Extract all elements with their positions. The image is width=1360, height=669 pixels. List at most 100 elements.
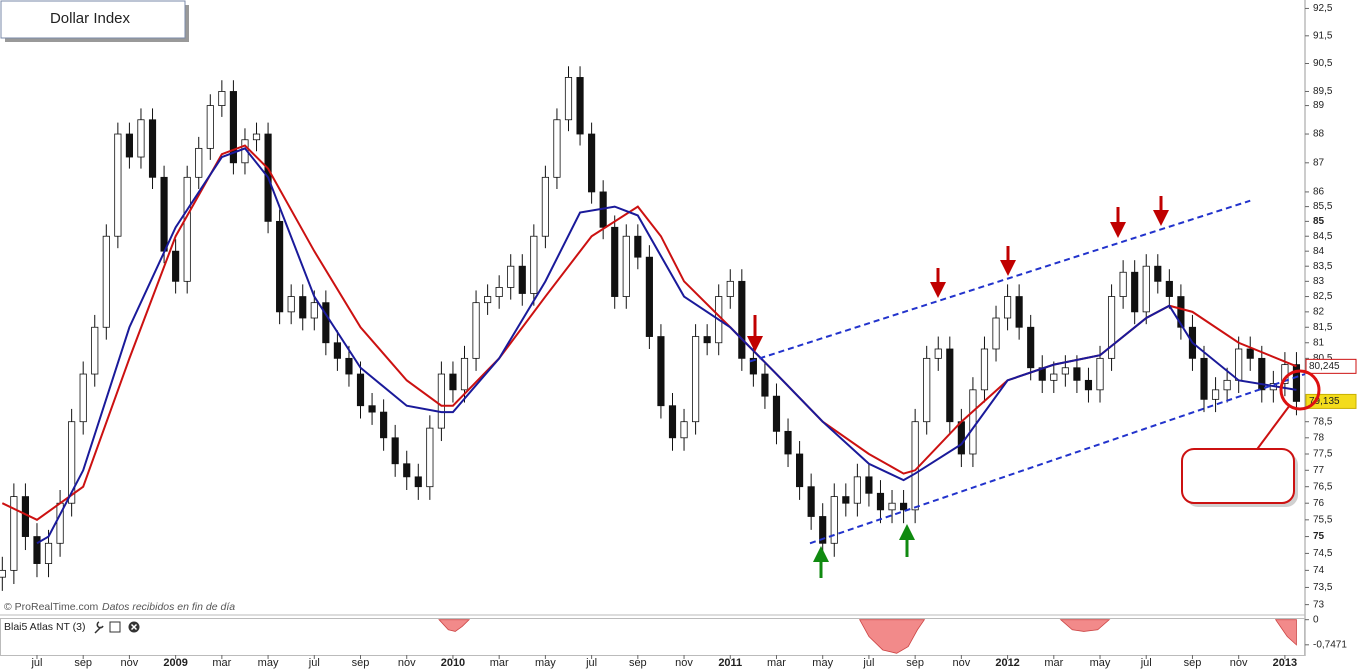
y-tick-label: 83,5	[1313, 261, 1333, 272]
candle-body	[195, 147, 203, 178]
title: Dollar Index	[50, 10, 131, 27]
arrows	[747, 196, 1169, 578]
candle-body	[403, 463, 411, 478]
x-tick-label: mar	[490, 657, 509, 669]
candle-body	[876, 492, 885, 511]
y-tick-label: 77	[1313, 465, 1325, 476]
y-tick-label: 78,5	[1313, 416, 1333, 427]
callout-box	[1181, 448, 1295, 504]
y-tick-label: 75,5	[1313, 514, 1333, 525]
moving-average	[36, 147, 1297, 545]
candle-body	[333, 342, 341, 359]
candle-body	[853, 476, 861, 504]
candle-body	[1292, 364, 1301, 402]
candle-body	[252, 133, 261, 141]
candle-body	[911, 421, 919, 511]
candle-body	[564, 77, 573, 121]
candle-body	[218, 91, 226, 106]
candle-body	[1223, 379, 1231, 391]
candle-body	[1096, 357, 1104, 391]
y-tick-label: 86	[1313, 187, 1325, 198]
candle-body	[44, 542, 53, 564]
candle-body	[1107, 296, 1116, 359]
indicator-tick-label: -0,7471	[1313, 639, 1347, 650]
candle-body	[796, 453, 804, 488]
x-tick-label: 2013	[1273, 657, 1297, 669]
indicator-area	[438, 619, 471, 632]
y-tick-label: 87	[1313, 157, 1325, 168]
candle-body	[414, 476, 422, 488]
y-tick-label: 91,5	[1313, 30, 1333, 41]
y-tick-label: 83	[1313, 276, 1325, 287]
candle-body	[495, 287, 503, 297]
red-arrows	[747, 196, 1169, 352]
y-tick-label: 73	[1313, 599, 1325, 610]
callout-pointer	[1254, 404, 1291, 453]
source: © ProRealTime.com	[4, 601, 99, 613]
x-tick-label: nov	[1230, 657, 1248, 669]
candle-body	[819, 516, 827, 544]
candle-body	[1119, 271, 1127, 297]
candle-body	[761, 373, 769, 397]
x-tick-label: jul	[862, 657, 874, 669]
x-tick-label: 2012	[995, 657, 1019, 669]
candle-body	[1235, 348, 1243, 381]
x-tick-label: nov	[398, 657, 416, 669]
y-tick-label: 88	[1313, 129, 1325, 140]
x-tick-label: mar	[1044, 657, 1063, 669]
indicator-tick-label: 0	[1313, 614, 1319, 625]
x-tick-label: 2009	[163, 657, 187, 669]
candle-body	[426, 427, 434, 488]
window-icon[interactable]	[109, 621, 121, 633]
x-tick-label: nov	[675, 657, 693, 669]
y-tick-label: 81,5	[1313, 322, 1333, 333]
settings-icon[interactable]	[94, 621, 104, 634]
candle-body	[553, 119, 561, 178]
x-tick-label: may	[1090, 657, 1111, 669]
candle-body	[125, 133, 133, 158]
candle-body	[541, 176, 549, 237]
candle-body	[946, 348, 954, 423]
x-tick-label: 2011	[718, 657, 742, 669]
candle-body	[299, 296, 307, 319]
source-note: Datos recibidos en fin de día	[102, 601, 235, 613]
y-tick-label: 89,5	[1313, 86, 1333, 97]
candle-body	[923, 357, 931, 423]
y-tick-label: 89	[1313, 100, 1325, 111]
x-tick-label: may	[258, 657, 279, 669]
plot: 92,5 91,5 90,5 89,5 89 88 87 86 85,5 85 84,5 84 83,5…	[0, 3, 1357, 669]
candle-body	[934, 348, 942, 359]
candle-body	[1165, 280, 1173, 297]
candle-body	[692, 336, 700, 423]
candle-body	[276, 220, 284, 313]
candle-body	[322, 302, 330, 344]
candle-body	[657, 336, 665, 407]
y-tick-label: 73,5	[1313, 582, 1333, 593]
candle-body	[1084, 379, 1093, 391]
indicator-name: Blai5 Atlas NT (3)	[4, 621, 86, 633]
candle-body	[380, 411, 388, 439]
candle-body	[830, 496, 838, 544]
candle-body	[842, 496, 850, 504]
candle-body	[1258, 357, 1266, 391]
candle-body	[449, 373, 457, 391]
candle-body	[160, 176, 168, 252]
candle-body	[749, 357, 757, 375]
candle-body	[79, 373, 87, 423]
candle-body	[172, 250, 180, 282]
x-tick-label: 2010	[441, 657, 465, 669]
y-tick-label: 76	[1313, 498, 1325, 509]
y-tick-label: 84	[1313, 246, 1325, 257]
candle-body	[137, 119, 145, 158]
trend-line	[809, 373, 1306, 545]
candle-body	[68, 421, 76, 504]
candle-body	[1177, 296, 1185, 328]
y-tick-label: 90,5	[1313, 58, 1333, 69]
callout	[1181, 369, 1321, 507]
candle-body	[1131, 271, 1139, 313]
callout-circle	[1279, 369, 1321, 411]
x-tick-label: nov	[952, 657, 970, 669]
candle-body	[391, 437, 399, 465]
x-tick-label: sep	[1184, 657, 1202, 669]
candle-body	[900, 502, 908, 511]
